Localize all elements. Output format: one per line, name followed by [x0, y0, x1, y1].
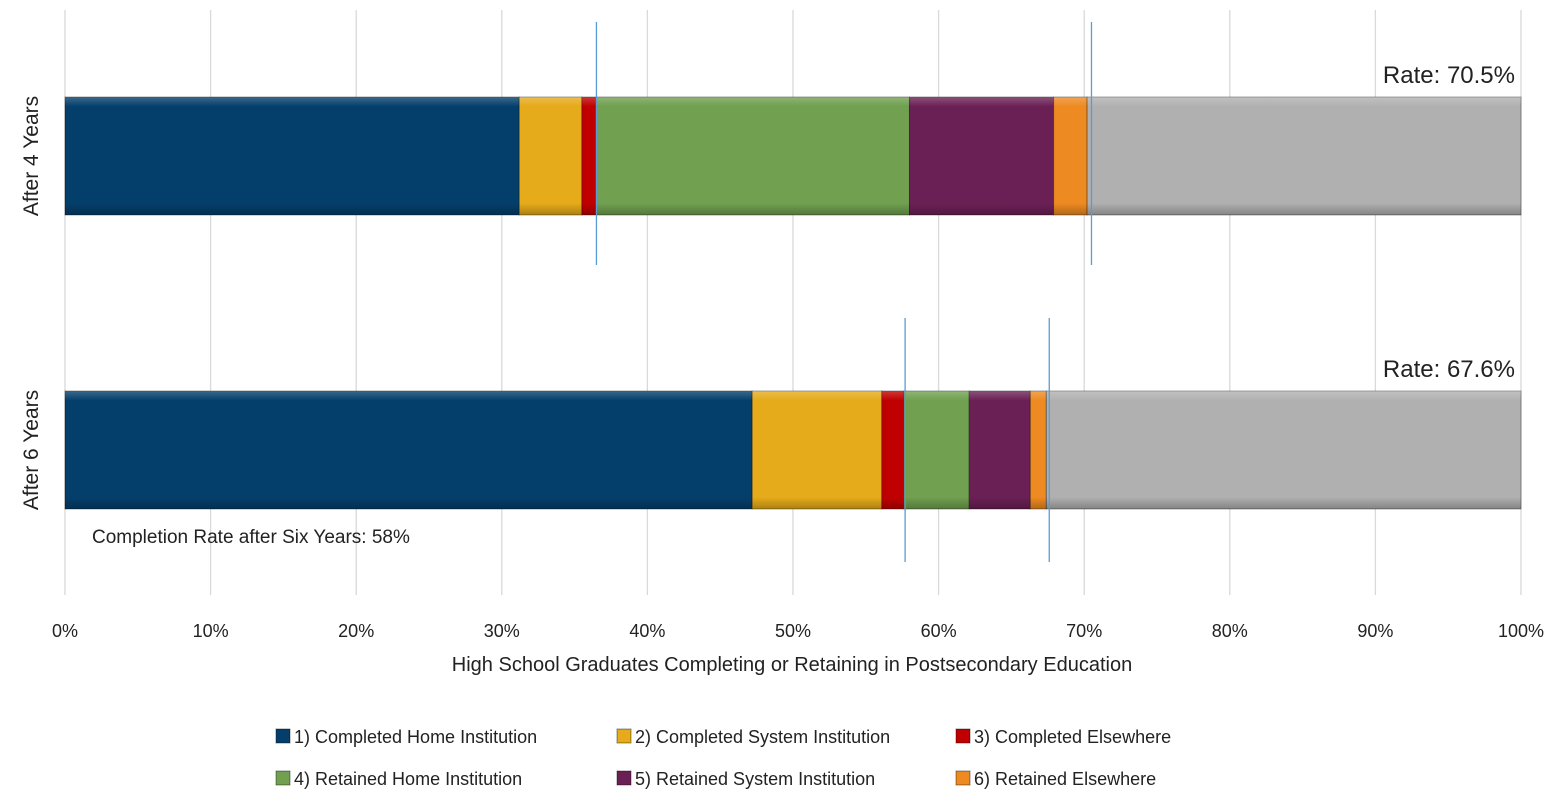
bar-segment-shade: [881, 391, 904, 509]
x-tick-label: 60%: [921, 621, 957, 641]
legend-swatch: [955, 770, 971, 786]
bar-segment-shade: [909, 97, 1054, 215]
bar-segment-shade: [1087, 97, 1521, 215]
bar-segment-shade: [581, 97, 597, 215]
legend-label: 3) Completed Elsewhere: [974, 727, 1171, 747]
x-tick-label: 30%: [484, 621, 520, 641]
bar-segment-shade: [1030, 391, 1047, 509]
x-tick-label: 80%: [1212, 621, 1248, 641]
bar-segment-shade: [752, 391, 882, 509]
legend-label: 4) Retained Home Institution: [294, 769, 522, 789]
x-tick-label: 100%: [1498, 621, 1544, 641]
bars: [64, 96, 1522, 510]
x-tick-label: 90%: [1357, 621, 1393, 641]
legend-swatch: [616, 770, 632, 786]
bar-segment-shade: [65, 97, 520, 215]
bar-segment-shade: [969, 391, 1031, 509]
legend-label: 6) Retained Elsewhere: [974, 769, 1156, 789]
x-tick-label: 40%: [629, 621, 665, 641]
y-category-label: After 4 Years: [20, 96, 43, 216]
bar-segment-shade: [65, 391, 753, 509]
x-tick-label: 20%: [338, 621, 374, 641]
legend-swatch: [275, 728, 291, 744]
bar-segment-shade: [596, 97, 910, 215]
chart-text: Completion Rate after Six Years: 58% Hig…: [20, 62, 1544, 676]
rate-label: Rate: 70.5%: [1383, 62, 1515, 89]
legend-label: 5) Retained System Institution: [635, 769, 875, 789]
bar-segment-shade: [903, 391, 970, 509]
legend-swatch: [275, 770, 291, 786]
legend-swatch: [616, 728, 632, 744]
legend-label: 2) Completed System Institution: [635, 727, 890, 747]
x-tick-label: 50%: [775, 621, 811, 641]
legend-swatch: [955, 728, 971, 744]
x-tick-label: 10%: [193, 621, 229, 641]
y-category-label: After 6 Years: [20, 390, 43, 510]
x-axis-label: High School Graduates Completing or Reta…: [452, 654, 1132, 676]
x-tick-label: 0%: [52, 621, 78, 641]
bar-segment-shade: [1053, 97, 1088, 215]
completion-annotation: Completion Rate after Six Years: 58%: [92, 527, 410, 548]
x-tick-label: 70%: [1066, 621, 1102, 641]
legend-label: 1) Completed Home Institution: [294, 727, 537, 747]
bar-segment-shade: [1046, 391, 1521, 509]
marker-lines: [595, 22, 1093, 562]
legend: 1) Completed Home Institution 2) Complete…: [275, 727, 1171, 789]
rate-label: Rate: 67.6%: [1383, 356, 1515, 383]
bar-segment-shade: [519, 97, 582, 215]
